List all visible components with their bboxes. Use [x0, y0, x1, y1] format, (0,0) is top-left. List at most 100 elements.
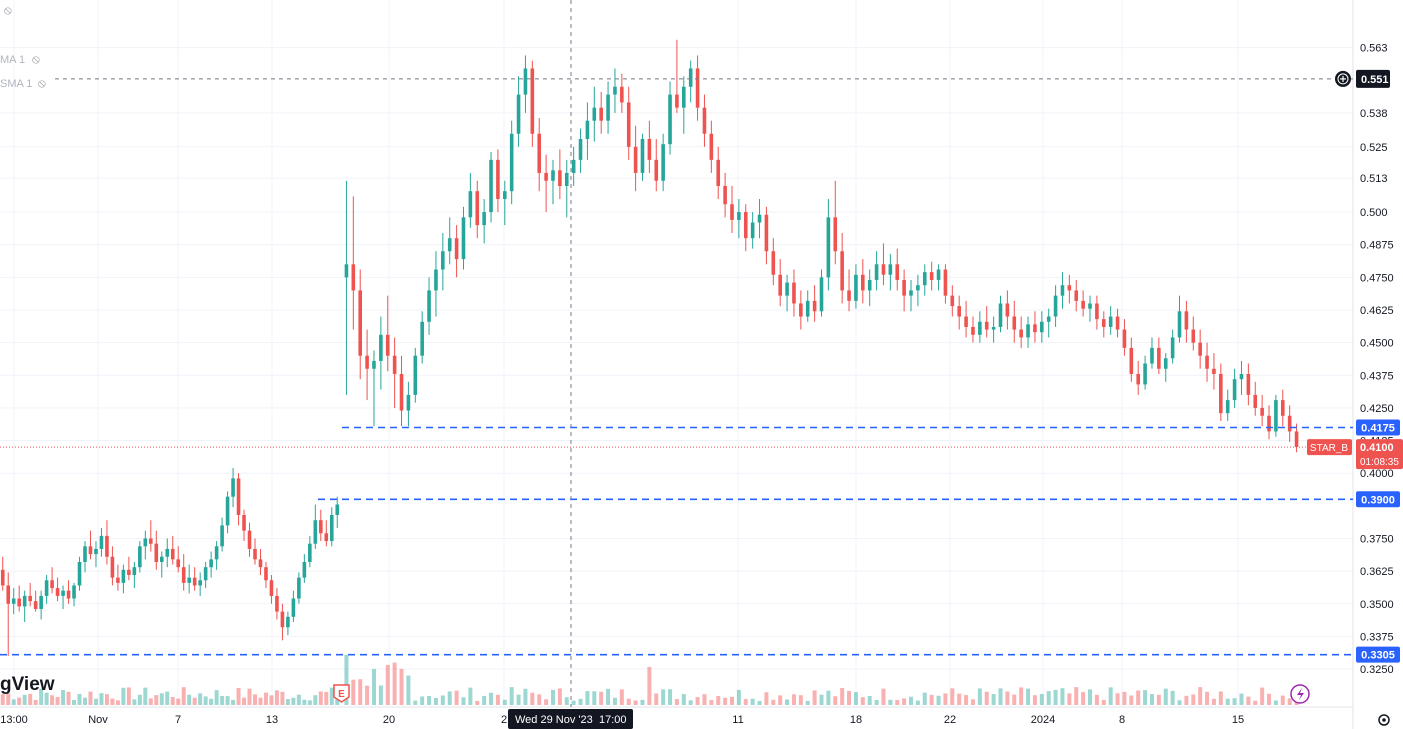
- candle-body: [909, 290, 913, 296]
- candle-body: [1040, 321, 1044, 333]
- candle-body: [170, 548, 175, 560]
- candle-body: [365, 355, 369, 369]
- volume-bar: [798, 695, 803, 705]
- candle-body: [516, 94, 521, 134]
- volume-bar: [1149, 693, 1154, 705]
- volume-bar: [433, 697, 438, 705]
- volume-bar: [991, 694, 996, 705]
- volume-bar: [392, 662, 397, 705]
- volume-bar: [1163, 688, 1168, 705]
- candle-body: [291, 598, 296, 617]
- candle-body: [530, 68, 535, 134]
- volume-bar: [778, 695, 783, 705]
- volume-bar: [137, 694, 142, 705]
- candle-body: [922, 272, 927, 286]
- volume-bar: [1198, 687, 1203, 705]
- candle-body: [149, 538, 153, 544]
- volume-bar: [626, 698, 631, 705]
- candle-body: [489, 159, 493, 213]
- candle-body: [385, 334, 390, 356]
- volume-bar: [523, 688, 528, 705]
- candle-body: [1287, 415, 1292, 432]
- candle-body: [88, 546, 93, 555]
- candle-body: [640, 138, 645, 173]
- volume-bar: [170, 697, 175, 705]
- volume-bar: [1060, 688, 1065, 705]
- candle-body: [888, 264, 893, 275]
- candle-body: [482, 212, 486, 226]
- volume-bar: [378, 685, 383, 705]
- volume-bar: [661, 689, 666, 705]
- volume-bar: [489, 692, 494, 705]
- candle-body: [258, 559, 263, 568]
- volume-bar: [1211, 698, 1216, 705]
- x-tick-label: 20: [383, 714, 395, 726]
- volume-bar: [847, 690, 852, 705]
- candle-body: [895, 264, 900, 280]
- volume-bar: [280, 691, 285, 705]
- eye-off-icon[interactable]: ⦸: [4, 3, 12, 17]
- volume-bar: [176, 698, 181, 705]
- candle-body: [943, 269, 948, 296]
- volume-bar: [269, 695, 274, 705]
- brand-logo-text: gView: [0, 674, 55, 695]
- level-price-label: 0.4175: [1361, 423, 1395, 435]
- candle-body: [22, 595, 27, 607]
- candle-body: [991, 326, 996, 330]
- candle-body: [881, 264, 886, 275]
- volume-bar: [154, 695, 159, 705]
- volume-bar: [1053, 689, 1058, 705]
- gear-icon[interactable]: [1378, 714, 1390, 726]
- candle-body: [1239, 373, 1244, 380]
- volume-bar: [66, 691, 71, 705]
- y-tick-label: 0.4000: [1360, 468, 1394, 480]
- eye-off-icon[interactable]: ⦸: [32, 52, 40, 66]
- volume-bar: [1239, 693, 1244, 705]
- countdown-label: 01:08:35: [1360, 457, 1399, 468]
- volume-bar: [1260, 687, 1265, 705]
- volume-bar: [115, 700, 120, 705]
- volume-bar: [874, 699, 879, 705]
- volume-bar: [447, 691, 452, 705]
- volume-bar: [385, 664, 390, 705]
- candle-body: [413, 355, 418, 395]
- candle-body: [319, 520, 323, 534]
- lightning-icon[interactable]: [1297, 688, 1304, 700]
- volume-bar: [1170, 690, 1175, 705]
- candle-body: [984, 321, 989, 330]
- candle-body: [1136, 373, 1141, 385]
- candle-body: [297, 577, 301, 599]
- volume-bar: [950, 688, 955, 705]
- volume-bar: [285, 699, 290, 705]
- candle-body: [1081, 300, 1085, 309]
- volume-bar: [977, 688, 982, 705]
- candle-body: [1129, 347, 1134, 374]
- candle-body: [344, 264, 349, 278]
- volume-bar: [1267, 693, 1272, 705]
- volume-bar: [695, 697, 700, 705]
- symbol-badge: [1307, 439, 1352, 456]
- candle-body: [335, 504, 340, 515]
- earnings-marker[interactable]: [333, 684, 350, 703]
- x-tick-label: 13: [266, 714, 278, 726]
- plus-circle-icon[interactable]: [1337, 73, 1349, 85]
- level-price-tag: [1356, 491, 1400, 508]
- candle-body: [998, 303, 1003, 327]
- volume-bar: [729, 696, 734, 705]
- volume-bar: [324, 691, 329, 705]
- candle-body: [138, 546, 142, 568]
- candle-body: [571, 159, 576, 173]
- candle-body: [1053, 295, 1058, 317]
- volume-bar: [984, 691, 989, 705]
- level-price-label: 0.3900: [1361, 494, 1395, 506]
- volume-bar: [427, 695, 432, 705]
- candle-body: [861, 274, 865, 291]
- volume-bar: [785, 699, 790, 705]
- candle-body: [159, 556, 164, 562]
- gear-icon[interactable]: [1382, 718, 1386, 722]
- candle-body: [110, 556, 115, 578]
- volume-bar: [1143, 690, 1148, 705]
- eye-off-icon[interactable]: ⦸: [38, 76, 46, 90]
- volume-bar: [592, 691, 597, 705]
